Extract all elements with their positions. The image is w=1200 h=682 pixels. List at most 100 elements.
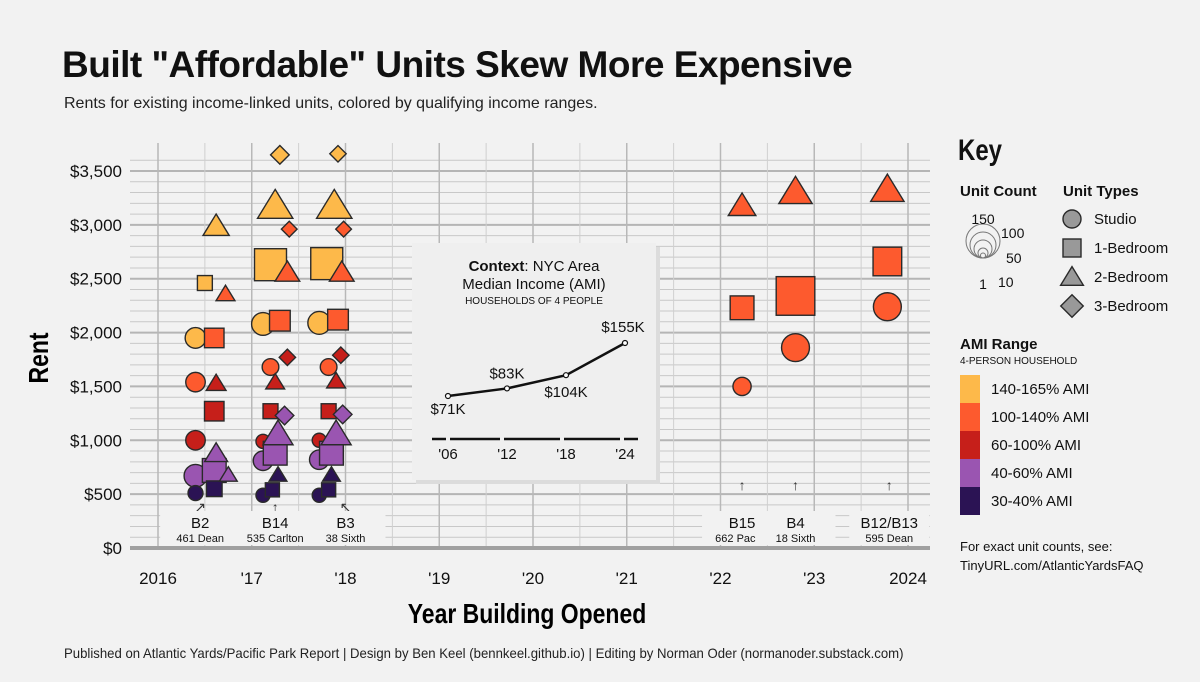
data-point-3br (274, 405, 295, 426)
y-tick-label: $3,000 (70, 216, 122, 235)
ami-swatch (960, 487, 980, 515)
unit-types-title: Unit Types (1063, 183, 1139, 200)
inset-title: Context: NYC Area (469, 258, 601, 275)
x-tick-label: '20 (522, 569, 544, 588)
inset-title-line2: Median Income (AMI) (462, 276, 605, 293)
y-tick-label: $2,500 (70, 270, 122, 289)
data-point-3br (331, 345, 351, 365)
data-point-studio (185, 429, 206, 451)
data-point-1br (729, 295, 755, 321)
building-label-bg (849, 511, 930, 545)
ami-subtitle: 4-PERSON HOUSEHOLD (960, 356, 1077, 367)
x-tick-label: 2016 (139, 569, 177, 588)
unit-type-label: 2-Bedroom (1094, 269, 1168, 286)
x-tick-label: '19 (428, 569, 450, 588)
axis-tick-labels: $0 $500 $1,000 $1,500 $2,000 $2,500 $3,000 $3,5… (70, 162, 927, 588)
data-point-3br (328, 144, 348, 163)
data-point-studio (187, 484, 204, 502)
building-arrow: ↑ (886, 477, 893, 493)
unit-type-icon-3br (1059, 293, 1085, 319)
x-tick-label: 2024 (889, 569, 927, 588)
data-point-studio (184, 326, 207, 350)
ami-label: 30-40% AMI (991, 493, 1073, 510)
unit-count-label: 1 (979, 276, 987, 292)
building-label-bg (235, 511, 316, 545)
unit-count-label: 100 (1001, 225, 1025, 241)
inset-title-rest: : NYC Area (524, 258, 600, 275)
building-label-bg (160, 511, 241, 545)
building-name: B4 (786, 515, 804, 532)
data-point-studio (261, 357, 280, 377)
data-point-2br (261, 418, 295, 446)
credit-line: Published on Atlantic Yards/Pacific Park… (64, 645, 904, 661)
data-point-3br (334, 220, 353, 239)
building-arrow: ↑ (792, 477, 799, 493)
building-address: 595 Dean (865, 533, 913, 545)
data-point-2br (777, 174, 814, 205)
inset-value-label: $71K (430, 401, 465, 418)
ami-label: 40-60% AMI (991, 465, 1073, 482)
data-point-studio (319, 357, 338, 377)
key-title: Key (958, 132, 1002, 166)
data-point-2br (321, 465, 342, 482)
building-address: 535 Carlton (247, 533, 304, 545)
data-point-studio (780, 332, 811, 363)
inset-x-tick: '12 (497, 446, 517, 463)
ami-swatch (960, 403, 980, 431)
y-tick-label: $2,000 (70, 324, 122, 343)
building-arrow: ↗ (194, 499, 206, 515)
data-point-1br (268, 309, 291, 332)
inset-point (562, 372, 570, 379)
x-tick-label: '18 (334, 569, 356, 588)
data-point-1br (203, 327, 225, 349)
data-point-3br (332, 404, 353, 425)
building-label-bg (755, 511, 836, 545)
data-point-studio (872, 292, 903, 322)
unit-type-icon-studio (1062, 209, 1082, 229)
legend-key: Key Unit Count Unit Types 150 100 50 1 10 Studio… (958, 132, 1168, 573)
data-point-1br (872, 246, 903, 277)
y-tick-label: $500 (84, 485, 122, 504)
x-axis-label: Year Building Opened (408, 599, 646, 630)
building-address: 18 Sixth (776, 533, 816, 545)
key-note-line1: For exact unit counts, see: (960, 539, 1112, 554)
data-point-studio (732, 376, 752, 397)
inset-point (621, 339, 629, 347)
y-tick-label: $3,500 (70, 162, 122, 181)
unit-type-label: 3-Bedroom (1094, 298, 1168, 315)
ami-swatch (960, 431, 980, 459)
x-tick-label: '21 (616, 569, 638, 588)
data-point-3br (280, 220, 299, 239)
y-tick-label: $1,000 (70, 431, 122, 450)
x-tick-label: '23 (803, 569, 825, 588)
inset-x-tick: '24 (615, 446, 635, 463)
unit-count-circle (973, 239, 993, 259)
building-name: B2 (191, 515, 209, 532)
data-point-1br (262, 403, 279, 420)
ami-label: 140-165% AMI (991, 381, 1089, 398)
data-point-1br (775, 275, 816, 316)
building-arrow: ↖ (340, 499, 352, 515)
unit-type-icon-1br (1062, 238, 1082, 258)
data-points (183, 144, 906, 503)
building-address: 461 Dean (176, 533, 224, 545)
data-point-1br (196, 274, 214, 292)
inset-value-label: $104K (544, 384, 587, 401)
inset-line (447, 341, 626, 398)
data-point-2br (273, 259, 301, 282)
data-point-2br (869, 172, 906, 203)
inset-point (503, 385, 511, 392)
y-tick-label: $0 (103, 539, 122, 558)
x-tick-label: '22 (709, 569, 731, 588)
unit-type-label: Studio (1094, 211, 1137, 228)
ami-swatch (960, 459, 980, 487)
data-point-2br (204, 372, 228, 392)
data-point-2br (214, 283, 237, 302)
unit-count-circle (969, 231, 997, 259)
data-point-3br (269, 144, 291, 166)
data-point-2br (264, 372, 286, 390)
data-point-2br (256, 188, 295, 220)
data-point-2br (218, 465, 239, 482)
